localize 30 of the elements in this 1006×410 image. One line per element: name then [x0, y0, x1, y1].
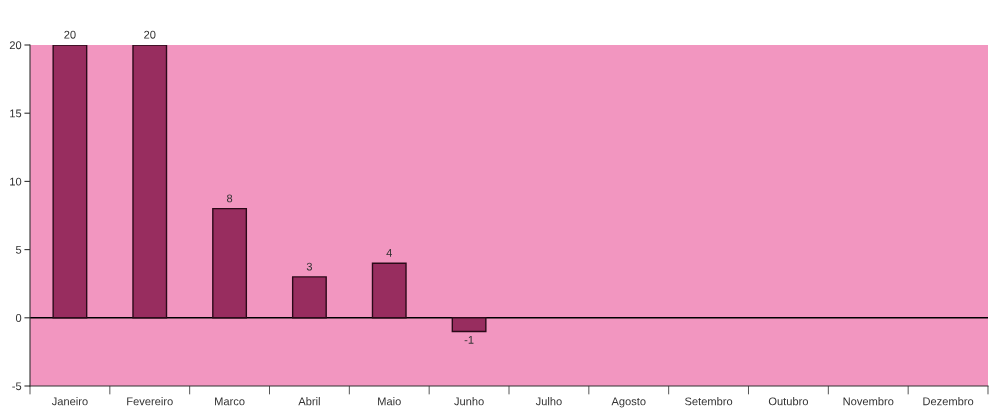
y-tick-label: -5	[12, 382, 22, 391]
data-label: 20	[64, 30, 76, 39]
x-tick-label: Novembro	[843, 397, 894, 406]
y-tick-label: 0	[15, 314, 22, 322]
x-tick-label: Abril	[298, 397, 320, 406]
data-label: 4	[386, 249, 393, 257]
x-tick-label: Dezembro	[923, 397, 974, 406]
x-tick-label: Agosto	[611, 397, 646, 408]
y-tick-label: 5	[15, 245, 22, 254]
data-label: 20	[144, 30, 156, 39]
y-tick-label: 20	[9, 41, 22, 50]
x-tick-label: Fevereiro	[127, 397, 173, 406]
bar	[132, 45, 168, 319]
data-label: 3	[306, 262, 313, 271]
bar	[371, 262, 407, 319]
data-label: -1	[464, 336, 474, 344]
y-tick-label: 15	[10, 109, 22, 118]
y-tick-label: 10	[10, 177, 22, 186]
bar	[52, 45, 88, 319]
bar	[451, 317, 487, 333]
bar	[291, 276, 327, 319]
x-tick-label: Outubro	[768, 397, 809, 406]
x-tick-label: Maio	[378, 397, 401, 406]
data-label: 8	[226, 194, 233, 203]
bar	[212, 207, 248, 319]
x-tick-label: Janeiro	[51, 397, 88, 406]
x-tick-label: Julho	[535, 397, 562, 406]
x-tick-label: Junho	[454, 397, 484, 406]
x-tick-label: Marco	[215, 397, 245, 406]
x-tick-label: Setembro	[685, 397, 733, 406]
